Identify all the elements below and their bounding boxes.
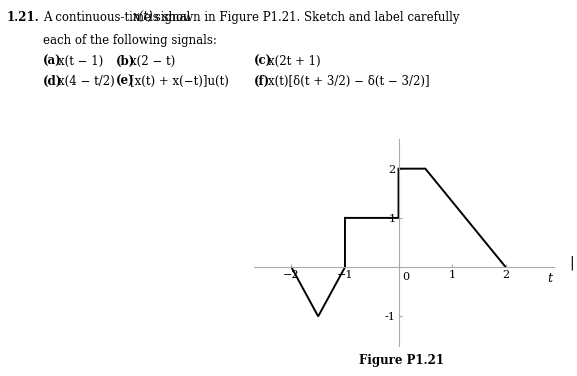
Text: (f): (f) [254,75,270,88]
Text: (e): (e) [115,75,134,88]
Text: (c): (c) [254,55,272,68]
Text: x(t): x(t) [133,11,153,24]
Text: x(2 − t): x(2 − t) [130,55,175,68]
Text: [x(t) + x(−t)]u(t): [x(t) + x(−t)]u(t) [130,75,228,88]
Text: is shown in Figure P1.21. Sketch and label carefully: is shown in Figure P1.21. Sketch and lab… [149,11,459,24]
Text: x(4 − t/2): x(4 − t/2) [58,75,114,88]
Text: t: t [547,272,552,285]
Text: A continuous-time signal: A continuous-time signal [43,11,190,24]
Text: 1.21.: 1.21. [7,11,40,24]
Text: x(t − 1): x(t − 1) [58,55,103,68]
Text: 0: 0 [402,272,409,282]
Text: (d): (d) [43,75,62,88]
Text: Figure P1.21: Figure P1.21 [358,353,444,367]
Text: x(t)[δ(t + 3/2) − δ(t − 3/2)]: x(t)[δ(t + 3/2) − δ(t − 3/2)] [268,75,430,88]
Text: (b): (b) [115,55,134,68]
Text: each of the following signals:: each of the following signals: [43,34,217,47]
Text: |: | [569,256,574,270]
Text: (a): (a) [43,55,62,68]
Text: x(2t + 1): x(2t + 1) [268,55,321,68]
